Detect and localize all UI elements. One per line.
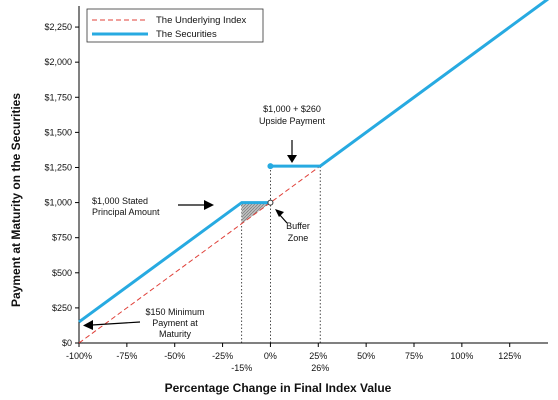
annotation-stated-arrowhead — [204, 200, 214, 210]
annotation-buffer-line-1: Buffer — [286, 221, 310, 231]
annotation-upside-arrowhead — [287, 155, 297, 163]
annotation-stated-principal: $1,000 Stated Principal Amount — [92, 196, 214, 217]
y-tick-label: $0 — [62, 338, 72, 348]
annotation-upside-payment: $1,000 + $260 Upside Payment — [259, 104, 326, 163]
annotation-upside-line-1: $1,000 + $260 — [263, 104, 321, 114]
x-tick-label: -50% — [164, 351, 185, 361]
annotation-buffer-line-2: Zone — [288, 233, 309, 243]
series-securities-segment — [78, 201, 271, 324]
x-tick-label: -100% — [66, 351, 92, 361]
y-tick-label: $1,250 — [44, 162, 72, 172]
series-layer — [78, 0, 549, 344]
marker-open — [267, 199, 274, 206]
y-axis-title: Payment at Maturity on the Securities — [9, 93, 23, 307]
annotation-minimum-arrowhead — [83, 320, 93, 330]
x-tick-label: -75% — [116, 351, 137, 361]
y-tick-label: $500 — [52, 268, 72, 278]
annotation-minimum-line-1: $150 Minimum — [145, 307, 204, 317]
annotation-buffer-zone: Buffer Zone — [275, 209, 310, 243]
annotation-minimum-line-2: Payment at — [152, 318, 198, 328]
x-tick-label: 50% — [357, 351, 375, 361]
legend-label-securities: The Securities — [156, 29, 217, 40]
x-extra-label: -15% — [231, 363, 252, 373]
y-tick-label: $1,750 — [44, 92, 72, 102]
marker-filled — [267, 163, 274, 170]
y-tick-label: $1,500 — [44, 127, 72, 137]
x-tick-label: -25% — [212, 351, 233, 361]
y-tick-label: $2,000 — [44, 57, 72, 67]
legend: The Underlying Index The Securities — [86, 8, 264, 43]
annotation-stated-line-1: $1,000 Stated — [92, 196, 148, 206]
y-tick-label: $250 — [52, 303, 72, 313]
x-tick-label: 75% — [405, 351, 423, 361]
series-securities-segment — [270, 0, 549, 168]
legend-label-index: The Underlying Index — [156, 15, 247, 26]
x-tick-label: 25% — [309, 351, 327, 361]
x-axis-title: Percentage Change in Final Index Value — [165, 381, 392, 395]
annotation-minimum-arrow — [91, 321, 141, 326]
y-tick-label: $750 — [52, 233, 72, 243]
y-tick-label: $1,000 — [44, 198, 72, 208]
annotation-minimum-line-3: Maturity — [159, 329, 192, 339]
annotation-buffer-arrowhead — [275, 209, 284, 217]
x-tick-label: 125% — [498, 351, 521, 361]
legend-box — [86, 8, 264, 43]
x-tick-label: 0% — [264, 351, 277, 361]
marker-layer — [267, 163, 274, 206]
annotation-upside-line-2: Upside Payment — [259, 116, 326, 126]
reference-lines — [241, 166, 321, 343]
x-extra-label: 26% — [311, 363, 329, 373]
annotation-stated-line-2: Principal Amount — [92, 207, 160, 217]
axes: $0 $250 $500 $750 $1,000 $1,250 $1,500 $1,750 $2… — [44, 6, 548, 373]
annotation-minimum-payment: $150 Minimum Payment at Maturity — [83, 307, 205, 339]
x-tick-label: 100% — [450, 351, 473, 361]
y-tick-label: $2,250 — [44, 22, 72, 32]
